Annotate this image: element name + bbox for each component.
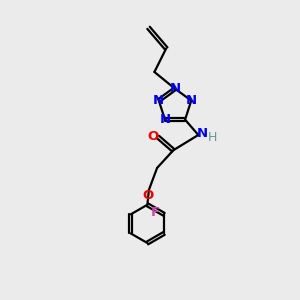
Text: N: N: [160, 113, 171, 126]
Text: N: N: [186, 94, 197, 107]
Text: O: O: [147, 130, 159, 143]
Text: O: O: [142, 188, 154, 202]
Text: H: H: [208, 131, 217, 144]
Text: N: N: [197, 127, 208, 140]
Text: N: N: [153, 94, 164, 107]
Text: F: F: [151, 206, 160, 219]
Text: N: N: [169, 82, 181, 95]
